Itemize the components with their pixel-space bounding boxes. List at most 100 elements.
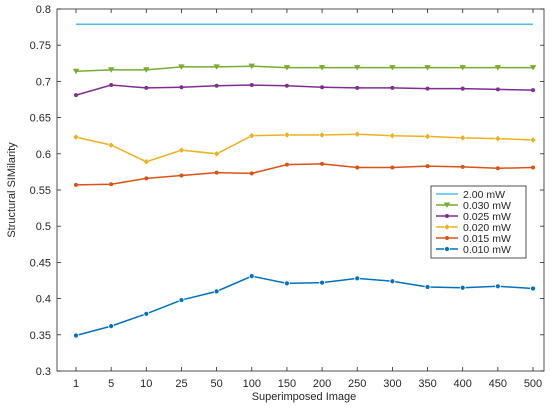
series-line <box>75 133 534 163</box>
data-point <box>443 202 451 208</box>
y-tick-label: 0.65 <box>30 113 51 125</box>
data-point <box>319 279 325 286</box>
data-point <box>389 65 396 71</box>
x-tick-label: 250 <box>348 378 366 390</box>
y-tick-label: 0.7 <box>36 76 51 88</box>
series-0-025-mw <box>74 83 535 98</box>
y-tick-label: 0.35 <box>30 330 51 342</box>
data-point <box>74 182 78 187</box>
series-0-020-mw <box>72 130 537 166</box>
legend-box <box>430 185 527 259</box>
data-point <box>179 173 184 178</box>
data-point <box>249 83 254 88</box>
x-tick-label: 5 <box>108 378 114 390</box>
legend-label: 2.00 mW <box>463 189 505 201</box>
data-point <box>109 83 114 88</box>
data-point <box>425 164 430 169</box>
y-tick-label: 0.8 <box>36 4 51 16</box>
data-point <box>390 165 395 170</box>
data-point <box>178 297 185 303</box>
data-point <box>459 65 466 71</box>
data-point <box>495 166 500 171</box>
x-tick-label: 500 <box>524 378 542 390</box>
data-point <box>354 65 361 71</box>
data-point <box>443 223 451 231</box>
data-point <box>459 134 467 142</box>
data-point <box>213 150 220 158</box>
legend: 2.00 mW0.030 mW0.025 mW0.020 mW0.015 mW0… <box>430 185 527 259</box>
data-point <box>179 85 184 90</box>
y-tick-label: 0.75 <box>30 40 51 52</box>
data-point <box>424 284 431 290</box>
x-axis-label: Superimposed Image <box>252 391 357 403</box>
data-point <box>283 65 291 71</box>
data-point <box>248 132 256 140</box>
data-point <box>425 86 430 91</box>
data-point <box>531 165 535 170</box>
data-point <box>389 278 396 285</box>
data-point <box>355 165 360 170</box>
y-tick-label: 0.3 <box>36 366 51 378</box>
data-point <box>107 141 115 149</box>
data-point <box>320 161 325 166</box>
series-0-010-mw <box>73 273 536 339</box>
legend-label: 0.030 mW <box>463 200 511 212</box>
data-point <box>318 65 326 71</box>
data-point <box>494 283 501 290</box>
series-0-030-mw <box>72 63 537 75</box>
y-tick-label: 0.55 <box>30 185 51 197</box>
data-point <box>318 131 326 139</box>
series-line <box>75 163 534 186</box>
data-point <box>143 67 150 73</box>
data-point <box>283 131 291 139</box>
data-point <box>142 158 150 166</box>
series-line <box>75 275 534 337</box>
data-point <box>424 133 431 140</box>
data-point <box>390 85 395 90</box>
data-point <box>444 246 450 252</box>
y-tick-label: 0.4 <box>36 294 51 306</box>
data-point <box>284 280 290 287</box>
data-point <box>284 83 289 88</box>
data-point <box>531 88 535 93</box>
legend-label: 0.020 mW <box>463 222 511 234</box>
data-point <box>424 65 431 71</box>
data-point <box>529 65 537 71</box>
data-point <box>355 85 360 90</box>
data-point <box>214 83 219 88</box>
y-axis-label: Structural SIMilarity <box>6 142 18 238</box>
data-point <box>389 132 396 140</box>
data-point <box>459 284 466 291</box>
y-tick-label: 0.6 <box>36 149 51 161</box>
x-tick-label: 300 <box>383 378 401 390</box>
data-point <box>494 135 502 142</box>
data-point <box>73 332 79 339</box>
data-point <box>109 182 114 187</box>
x-tick-label: 50 <box>210 378 222 390</box>
legend-label: 0.025 mW <box>463 211 511 223</box>
data-point <box>248 273 255 280</box>
x-tick-label: 100 <box>243 378 261 390</box>
legend-label: 0.015 mW <box>463 233 511 245</box>
series-line <box>75 65 533 73</box>
x-tick-label: 10 <box>140 378 152 390</box>
data-point <box>248 63 255 70</box>
x-tick-label: 150 <box>278 378 296 390</box>
data-point <box>214 170 219 175</box>
data-point <box>460 164 465 169</box>
data-point <box>460 86 465 91</box>
series-layer <box>72 23 537 339</box>
series-0-015-mw <box>74 161 535 187</box>
data-point <box>74 93 78 98</box>
data-point <box>213 288 220 295</box>
data-point <box>494 65 502 71</box>
axes-layer: 0.30.350.40.450.50.550.60.650.70.750.81 5… <box>30 4 545 390</box>
data-point <box>354 275 361 282</box>
x-tick-label: 200 <box>313 378 331 390</box>
data-point <box>529 136 537 144</box>
data-point <box>213 64 220 70</box>
y-tick-label: 0.5 <box>36 221 51 233</box>
series-line <box>75 84 534 96</box>
